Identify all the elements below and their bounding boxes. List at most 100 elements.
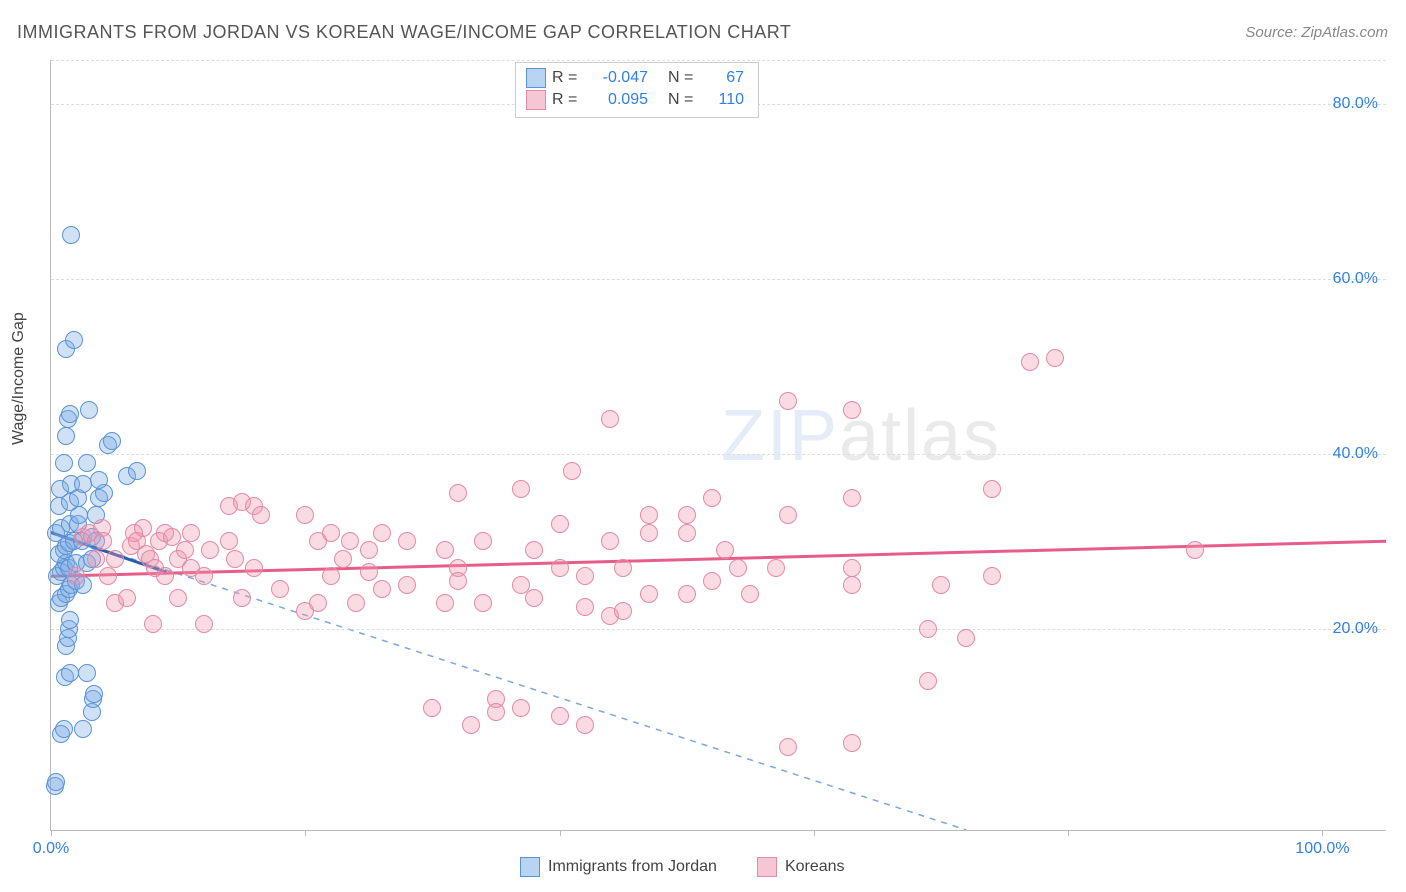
scatter-point-jordan	[47, 773, 65, 791]
scatter-point-koreans	[1186, 541, 1204, 559]
gridline-h	[51, 629, 1386, 630]
scatter-point-koreans	[919, 672, 937, 690]
source-link[interactable]: ZipAtlas.com	[1301, 24, 1388, 41]
legend-swatch-jordan	[526, 68, 546, 88]
scatter-point-koreans	[551, 559, 569, 577]
legend-r-label: R =	[552, 91, 582, 109]
y-tick-label: 60.0%	[1333, 270, 1378, 288]
scatter-point-koreans	[436, 541, 454, 559]
gridline-h	[51, 279, 1386, 280]
scatter-point-koreans	[983, 480, 1001, 498]
scatter-point-koreans	[614, 602, 632, 620]
scatter-point-koreans	[487, 703, 505, 721]
x-tick-label: 100.0%	[1295, 840, 1349, 858]
scatter-point-koreans	[512, 699, 530, 717]
regression-extrapolation-jordan	[51, 533, 966, 831]
scatter-point-jordan	[57, 427, 75, 445]
legend-swatch-koreans	[757, 857, 777, 877]
scatter-point-koreans	[525, 589, 543, 607]
scatter-point-jordan	[55, 720, 73, 738]
y-tick-label: 40.0%	[1333, 445, 1378, 463]
scatter-point-koreans	[309, 594, 327, 612]
scatter-point-jordan	[74, 720, 92, 738]
scatter-point-koreans	[474, 594, 492, 612]
scatter-point-koreans	[347, 594, 365, 612]
x-tick	[1322, 830, 1323, 836]
series-legend-label: Koreans	[785, 858, 845, 876]
legend-n-value: 110	[704, 91, 744, 109]
scatter-point-koreans	[423, 699, 441, 717]
legend-r-label: R =	[552, 69, 582, 87]
plot-area: ZIPatlas 20.0%40.0%60.0%80.0%0.0%100.0%	[50, 60, 1386, 831]
legend-row-jordan: R = -0.047 N = 67	[526, 67, 744, 89]
scatter-point-koreans	[201, 541, 219, 559]
scatter-point-koreans	[767, 559, 785, 577]
scatter-point-koreans	[640, 524, 658, 542]
y-tick-label: 20.0%	[1333, 620, 1378, 638]
scatter-point-koreans	[678, 524, 696, 542]
scatter-point-koreans	[226, 550, 244, 568]
scatter-point-koreans	[134, 519, 152, 537]
legend-r-value: 0.095	[588, 91, 648, 109]
scatter-point-jordan	[90, 471, 108, 489]
y-axis-label: Wage/Income Gap	[10, 312, 28, 445]
legend-r-value: -0.047	[588, 69, 648, 87]
watermark-sub: atlas	[839, 396, 1001, 476]
scatter-point-koreans	[576, 716, 594, 734]
scatter-point-koreans	[843, 734, 861, 752]
scatter-point-koreans	[843, 576, 861, 594]
legend-n-label: N =	[654, 91, 698, 109]
scatter-point-jordan	[61, 405, 79, 423]
scatter-point-koreans	[729, 559, 747, 577]
scatter-point-koreans	[678, 585, 696, 603]
scatter-point-koreans	[176, 541, 194, 559]
scatter-point-koreans	[601, 410, 619, 428]
scatter-point-koreans	[373, 580, 391, 598]
scatter-point-koreans	[779, 506, 797, 524]
source-attribution: Source: ZipAtlas.com	[1245, 24, 1388, 41]
scatter-point-koreans	[195, 567, 213, 585]
scatter-point-jordan	[65, 331, 83, 349]
scatter-point-koreans	[551, 707, 569, 725]
scatter-point-koreans	[360, 563, 378, 581]
scatter-point-koreans	[252, 506, 270, 524]
scatter-point-jordan	[61, 664, 79, 682]
scatter-point-koreans	[341, 532, 359, 550]
regression-lines	[51, 60, 1386, 830]
scatter-point-koreans	[563, 462, 581, 480]
scatter-point-koreans	[233, 589, 251, 607]
scatter-point-koreans	[182, 524, 200, 542]
scatter-point-koreans	[703, 572, 721, 590]
scatter-point-jordan	[103, 432, 121, 450]
gridline-h	[51, 60, 1386, 61]
scatter-point-koreans	[322, 524, 340, 542]
scatter-point-koreans	[334, 550, 352, 568]
scatter-point-koreans	[640, 585, 658, 603]
series-legend: Immigrants from Jordan Koreans	[520, 857, 845, 877]
scatter-point-koreans	[512, 480, 530, 498]
scatter-point-koreans	[601, 532, 619, 550]
scatter-point-koreans	[703, 489, 721, 507]
scatter-point-koreans	[843, 401, 861, 419]
scatter-point-jordan	[61, 611, 79, 629]
legend-n-value: 67	[704, 69, 744, 87]
scatter-point-jordan	[85, 685, 103, 703]
scatter-point-koreans	[716, 541, 734, 559]
scatter-point-koreans	[118, 589, 136, 607]
chart-title: IMMIGRANTS FROM JORDAN VS KOREAN WAGE/IN…	[17, 22, 791, 43]
scatter-point-koreans	[932, 576, 950, 594]
x-tick	[305, 830, 306, 836]
scatter-point-koreans	[436, 594, 454, 612]
scatter-point-koreans	[271, 580, 289, 598]
y-tick-label: 80.0%	[1333, 95, 1378, 113]
scatter-point-koreans	[462, 716, 480, 734]
scatter-point-jordan	[128, 462, 146, 480]
series-legend-item-jordan[interactable]: Immigrants from Jordan	[520, 857, 717, 877]
scatter-point-koreans	[779, 392, 797, 410]
scatter-point-koreans	[94, 532, 112, 550]
scatter-point-koreans	[678, 506, 696, 524]
series-legend-item-koreans[interactable]: Koreans	[757, 857, 845, 877]
series-legend-label: Immigrants from Jordan	[548, 858, 717, 876]
legend-n-label: N =	[654, 69, 698, 87]
correlation-legend: R = -0.047 N = 67 R = 0.095 N = 110	[515, 62, 759, 118]
